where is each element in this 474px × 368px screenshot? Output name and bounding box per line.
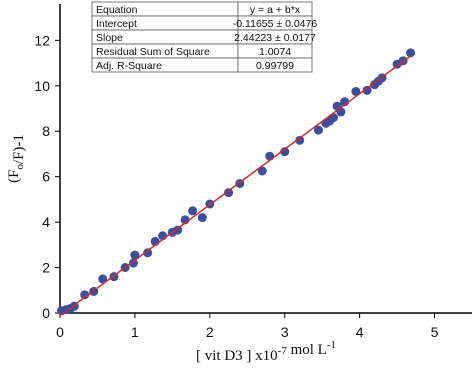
table-text: -0.11655 ± 0.0476: [233, 18, 318, 30]
label-part: [ vit D3 ] x10: [196, 348, 278, 364]
point: [313, 125, 323, 135]
x-tick-label: 4: [356, 324, 364, 340]
point: [328, 113, 338, 123]
point: [128, 258, 138, 268]
label-part: o: [14, 164, 26, 170]
point: [336, 107, 346, 117]
table-text: Equation: [96, 4, 138, 16]
table-cell: [237, 57, 313, 73]
table-text: Residual Sum of Square: [96, 46, 210, 58]
y-tick-label: 6: [42, 169, 50, 185]
point: [98, 274, 108, 284]
label-part: mol L: [287, 342, 327, 358]
point: [143, 248, 153, 258]
y-tick-label: 10: [34, 78, 50, 94]
point: [406, 48, 416, 58]
label-part: -7: [278, 345, 288, 357]
point: [362, 85, 372, 95]
y-tick-label: 12: [34, 32, 50, 48]
y-tick-label: 8: [42, 123, 50, 139]
point: [257, 166, 267, 176]
x-tick-label: 5: [431, 324, 439, 340]
y-tick-label: 2: [42, 260, 50, 276]
label-part: -1: [327, 339, 336, 351]
point: [280, 147, 290, 157]
x-tick-label: 1: [131, 324, 139, 340]
label-part: /F)-1: [11, 134, 27, 164]
table-text: Slope: [96, 32, 123, 44]
table-text: 2.44223 ± 0.0177: [234, 32, 316, 44]
point: [224, 188, 234, 198]
point: [197, 213, 207, 223]
point: [295, 135, 305, 145]
y-tick-label: 0: [42, 305, 50, 321]
table-text: 0.99799: [256, 60, 294, 72]
x-tick-label: 2: [206, 324, 214, 340]
y-label: (Fo/F)-1: [6, 134, 27, 183]
table-text: y = a + b*x: [250, 4, 301, 16]
table-text: Intercept: [96, 18, 137, 30]
x-label: [ vit D3 ] x10-7 mol L-1: [196, 339, 336, 364]
table-text: 1.0074: [259, 46, 291, 58]
point: [173, 225, 183, 235]
table-text: Adj. R-Square: [96, 60, 162, 72]
y-tick-label: 4: [42, 214, 50, 230]
x-tick-label: 0: [56, 324, 64, 340]
x-tick-label: 3: [281, 324, 289, 340]
point: [80, 290, 90, 300]
label-part: (F: [6, 170, 22, 183]
point: [188, 206, 198, 216]
point: [351, 86, 361, 96]
fit-line: [59, 55, 412, 317]
point: [130, 250, 140, 260]
